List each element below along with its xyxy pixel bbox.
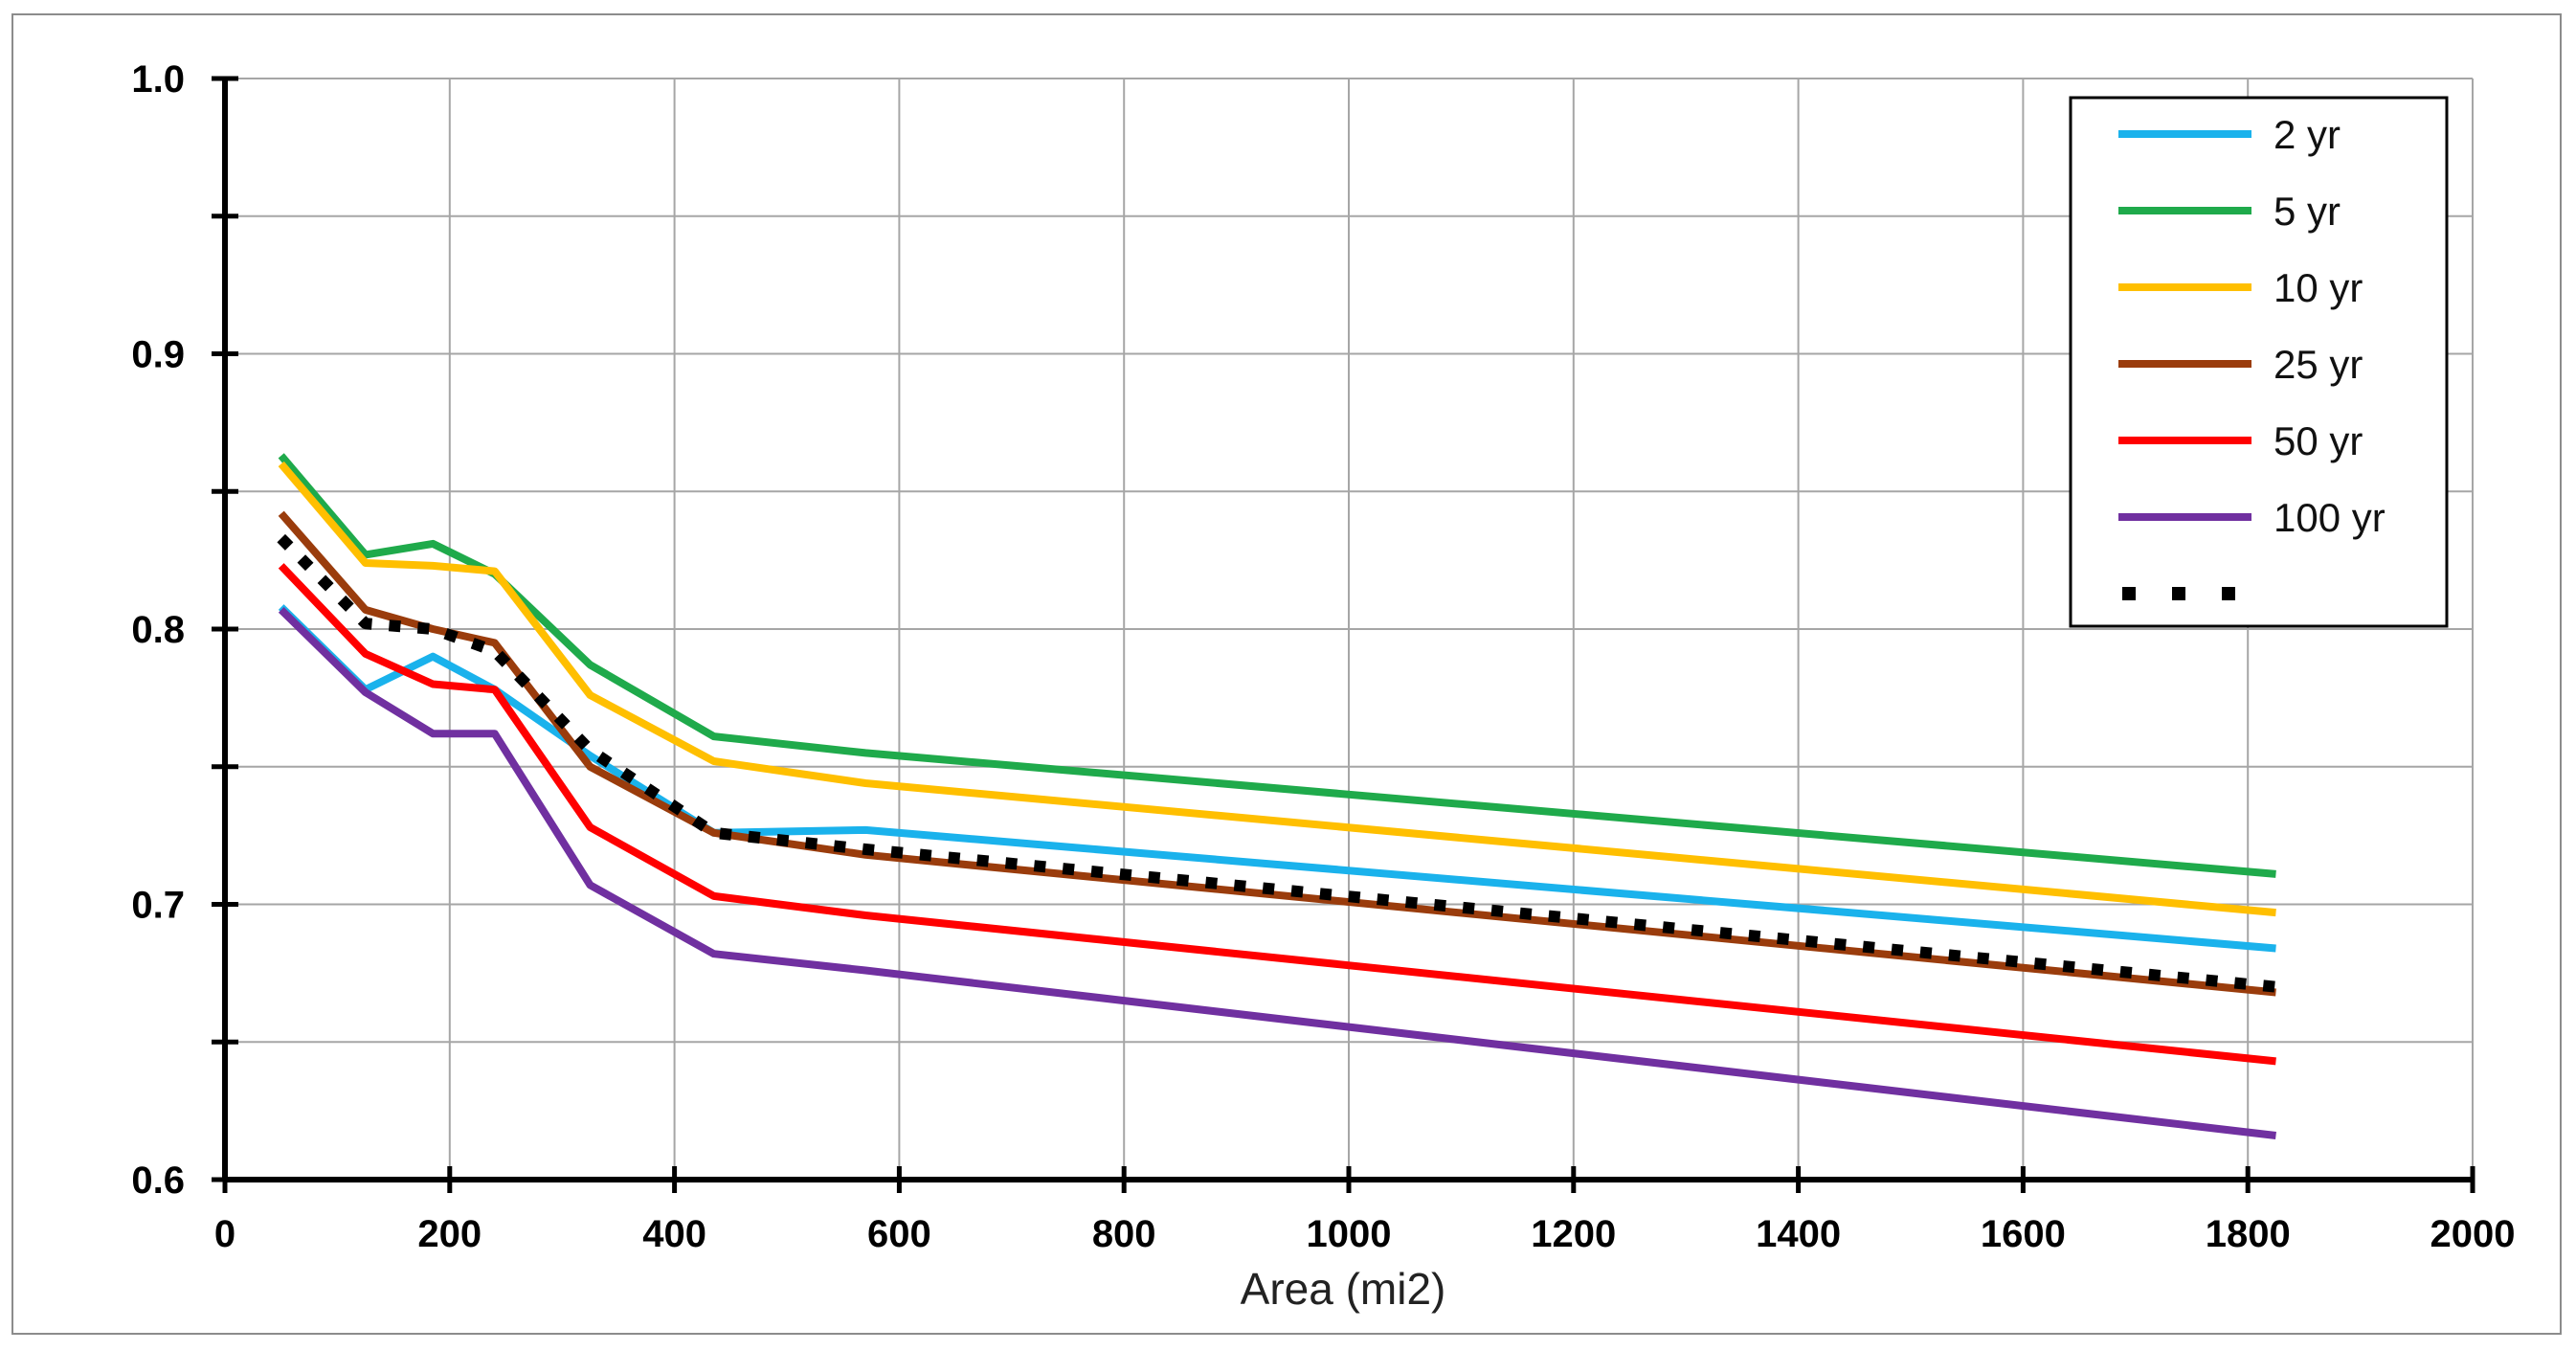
legend-label: 10 yr bbox=[2274, 265, 2363, 310]
x-tick-label: 1800 bbox=[2206, 1213, 2291, 1255]
x-tick-label: 1600 bbox=[1981, 1213, 2066, 1255]
x-axis-title: Area (mi2) bbox=[1241, 1264, 1446, 1314]
series-line-100-yr bbox=[278, 607, 2276, 1139]
x-tick-label: 2000 bbox=[2430, 1213, 2516, 1255]
legend: 2 yr 5 yr 10 yr 25 yr 50 yr 100 yr bbox=[2069, 96, 2449, 628]
x-tick-label: 600 bbox=[867, 1213, 931, 1255]
y-tick-label: 0.9 bbox=[131, 334, 185, 376]
series-line-5-yr bbox=[278, 453, 2276, 878]
tick-labels: 0 200 400 600 800 1000 1200 1400 1600 1800 2000 0.6… bbox=[131, 58, 2515, 1255]
legend-item: 50 yr bbox=[2118, 418, 2363, 463]
x-tick-label: 1000 bbox=[1307, 1213, 1392, 1255]
legend-label: 50 yr bbox=[2274, 418, 2363, 463]
axes bbox=[212, 76, 2475, 1193]
series-line-50-yr bbox=[278, 563, 2276, 1066]
legend-label: 5 yr bbox=[2274, 189, 2341, 234]
y-tick-label: 0.8 bbox=[131, 609, 185, 651]
legend-item: 5 yr bbox=[2118, 189, 2341, 234]
legend-item: 100 yr bbox=[2118, 495, 2386, 540]
y-tick-label: 1.0 bbox=[131, 58, 185, 101]
series-line-10-yr bbox=[278, 461, 2276, 917]
x-tick-label: 800 bbox=[1092, 1213, 1156, 1255]
x-tick-label: 0 bbox=[214, 1213, 235, 1255]
legend-label: 2 yr bbox=[2274, 112, 2341, 157]
legend-label: 100 yr bbox=[2274, 495, 2386, 540]
legend-item: 2 yr bbox=[2118, 112, 2341, 157]
series-line-2-yr bbox=[278, 604, 2276, 953]
legend-item: 10 yr bbox=[2118, 265, 2363, 310]
y-tick-label: 0.7 bbox=[131, 885, 185, 927]
series-line-dotted bbox=[277, 533, 2277, 993]
x-tick-label: 400 bbox=[642, 1213, 706, 1255]
x-tick-label: 1200 bbox=[1531, 1213, 1616, 1255]
legend-item: 25 yr bbox=[2118, 342, 2363, 387]
x-tick-label: 1400 bbox=[1756, 1213, 1841, 1255]
y-tick-label: 0.6 bbox=[131, 1160, 185, 1202]
legend-label: 25 yr bbox=[2274, 342, 2363, 387]
series-lines bbox=[277, 453, 2277, 1139]
x-tick-label: 200 bbox=[417, 1213, 482, 1255]
